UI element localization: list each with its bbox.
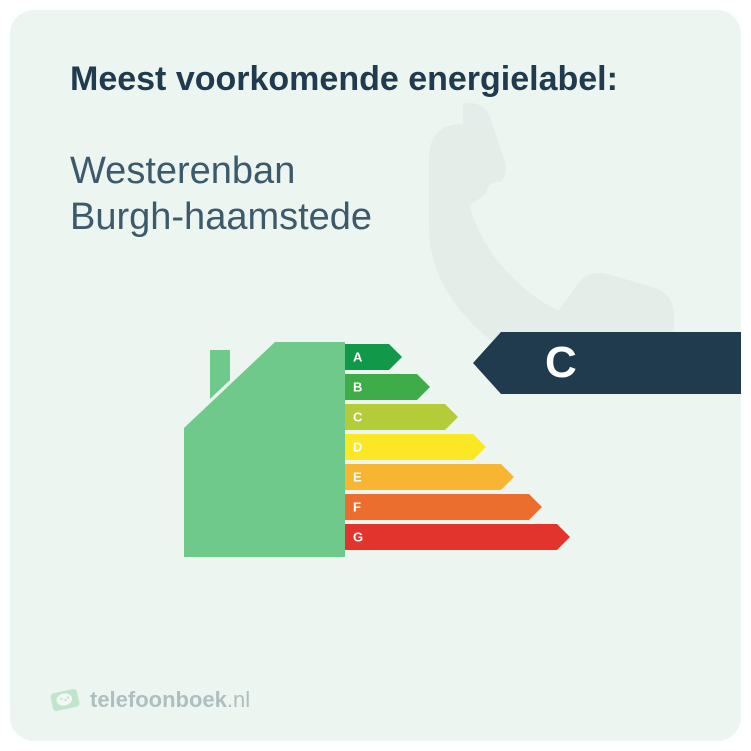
energy-bar: F	[345, 494, 529, 520]
energy-bar-row: C	[345, 402, 557, 432]
energy-bar: A	[345, 344, 389, 370]
energy-bar: E	[345, 464, 501, 490]
energy-bar-label: D	[353, 440, 362, 455]
info-card: Meest voorkomende energielabel: Westeren…	[10, 10, 741, 741]
energy-bar-row: D	[345, 432, 557, 462]
energy-label-chart: ABCDEFG C	[70, 330, 681, 570]
location-name: Westerenban Burgh-haamstede	[70, 149, 681, 240]
rating-value: C	[545, 338, 577, 388]
energy-bar: C	[345, 404, 445, 430]
footer-brand: telefoonboek.nl	[50, 685, 250, 715]
energy-bar: D	[345, 434, 473, 460]
energy-bar-label: G	[353, 530, 363, 545]
location-line1: Westerenban	[70, 150, 295, 192]
location-line2: Burgh-haamstede	[70, 196, 372, 238]
energy-bar: G	[345, 524, 557, 550]
footer-brand-bold: telefoonboek	[90, 687, 227, 712]
energy-bar-label: E	[353, 470, 362, 485]
footer-brand-text: telefoonboek.nl	[90, 687, 250, 713]
energy-bar-label: A	[353, 350, 362, 365]
energy-bar: B	[345, 374, 417, 400]
energy-bar-row: G	[345, 522, 557, 552]
energy-bar-row: E	[345, 462, 557, 492]
phone-icon	[50, 685, 80, 715]
energy-bar-row: F	[345, 492, 557, 522]
energy-bar-label: C	[353, 410, 362, 425]
footer-brand-light: .nl	[227, 687, 250, 712]
rating-callout: C	[501, 332, 741, 394]
energy-bar-label: F	[353, 500, 361, 515]
house-icon	[180, 342, 345, 557]
energy-bar-label: B	[353, 380, 362, 395]
page-title: Meest voorkomende energielabel:	[70, 60, 681, 99]
